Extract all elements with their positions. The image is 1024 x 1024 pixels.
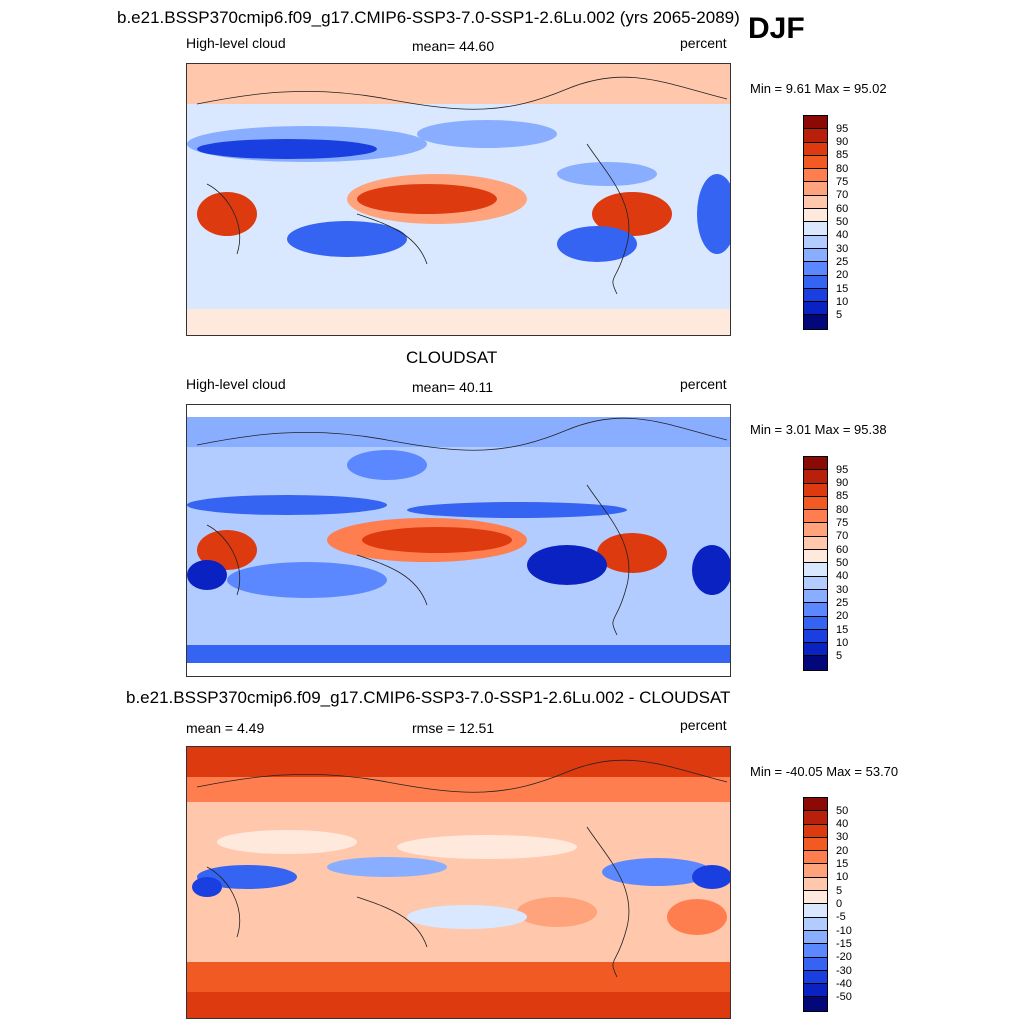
panel3-rmse-label: rmse = 12.51 xyxy=(412,720,495,736)
panel2-cbar-tick: 25 xyxy=(836,597,849,609)
panel1-cbar-tick: 20 xyxy=(836,269,849,281)
panel3-cbar-tick: 5 xyxy=(836,885,843,897)
panel3-cbar-tick: 20 xyxy=(836,845,849,857)
panel1-title: b.e21.BSSP370cmip6.f09_g17.CMIP6-SSP3-7.… xyxy=(117,8,740,27)
panel2-map xyxy=(186,404,731,677)
panel2-cbar-tick: 85 xyxy=(836,490,849,502)
panel1-cbar-tick: 60 xyxy=(836,203,849,215)
panel3-title: b.e21.BSSP370cmip6.f09_g17.CMIP6-SSP3-7.… xyxy=(126,688,731,707)
panel2-variable-label: High-level cloud xyxy=(186,376,286,392)
panel2-cbar-tick: 90 xyxy=(836,477,849,489)
panel3-cbar-tick: 10 xyxy=(836,871,849,883)
panel2-cbar-tick: 30 xyxy=(836,584,849,596)
panel1-colorbar xyxy=(803,115,828,330)
panel2-minmax: Min = 3.01 Max = 95.38 xyxy=(750,422,887,437)
panel1-cbar-tick: 10 xyxy=(836,296,849,308)
panel2-colorbar xyxy=(803,456,828,671)
panel2-cbar-tick: 5 xyxy=(836,650,843,662)
panel3-colorbar xyxy=(803,797,828,1012)
panel2-cbar-tick: 80 xyxy=(836,504,849,516)
panel1-cbar-tick: 80 xyxy=(836,163,849,175)
panel3-cbar-tick: 50 xyxy=(836,805,849,817)
panel2-cbar-tick: 70 xyxy=(836,530,849,542)
panel1-cbar-tick: 30 xyxy=(836,243,849,255)
panel2-title: CLOUDSAT xyxy=(406,348,498,367)
panel2-units-label: percent xyxy=(680,376,727,392)
panel1-cbar-tick: 70 xyxy=(836,189,849,201)
panel2-cbar-tick: 40 xyxy=(836,570,849,582)
panel2-mean-label: mean= 40.11 xyxy=(412,379,494,395)
panel2-cbar-tick: 95 xyxy=(836,464,849,476)
panel1-cbar-tick: 90 xyxy=(836,136,849,148)
panel2-cbar-tick: 75 xyxy=(836,517,849,529)
panel2-cbar-tick: 60 xyxy=(836,544,849,556)
panel3-cbar-tick: -5 xyxy=(836,911,846,923)
panel1-cbar-tick: 25 xyxy=(836,256,849,268)
panel3-cbar-tick: -30 xyxy=(836,965,852,977)
panel3-cbar-tick: 30 xyxy=(836,831,849,843)
panel1-units-label: percent xyxy=(680,35,727,51)
panel3-cbar-tick: 0 xyxy=(836,898,843,910)
panel1-cbar-tick: 15 xyxy=(836,283,849,295)
panel1-cbar-tick: 95 xyxy=(836,123,849,135)
panel3-cbar-tick: -50 xyxy=(836,991,852,1003)
panel2-cbar-tick: 50 xyxy=(836,557,849,569)
panel3-units-label: percent xyxy=(680,717,727,733)
panel1-cbar-tick: 5 xyxy=(836,309,843,321)
panel1-minmax: Min = 9.61 Max = 95.02 xyxy=(750,81,887,96)
panel2-cbar-tick: 10 xyxy=(836,637,849,649)
panel3-minmax: Min = -40.05 Max = 53.70 xyxy=(750,764,899,779)
panel2-cbar-tick: 15 xyxy=(836,624,849,636)
panel3-cbar-tick: 40 xyxy=(836,818,849,830)
panel1-cbar-tick: 85 xyxy=(836,149,849,161)
panel1-cbar-tick: 40 xyxy=(836,229,849,241)
panel2-cbar-tick: 20 xyxy=(836,610,849,622)
panel1-cbar-tick: 75 xyxy=(836,176,849,188)
panel3-cbar-tick: 15 xyxy=(836,858,849,870)
panel3-cbar-tick: -15 xyxy=(836,938,852,950)
panel3-cbar-tick: -40 xyxy=(836,978,852,990)
panel1-map xyxy=(186,63,731,336)
panel3-map xyxy=(186,746,731,1019)
season-label: DJF xyxy=(748,12,805,45)
panel3-cbar-tick: -10 xyxy=(836,925,852,937)
panel3-mean-label: mean = 4.49 xyxy=(186,720,265,736)
panel1-mean-label: mean= 44.60 xyxy=(412,38,495,54)
panel1-cbar-tick: 50 xyxy=(836,216,849,228)
panel3-cbar-tick: -20 xyxy=(836,951,852,963)
panel1-variable-label: High-level cloud xyxy=(186,35,286,51)
